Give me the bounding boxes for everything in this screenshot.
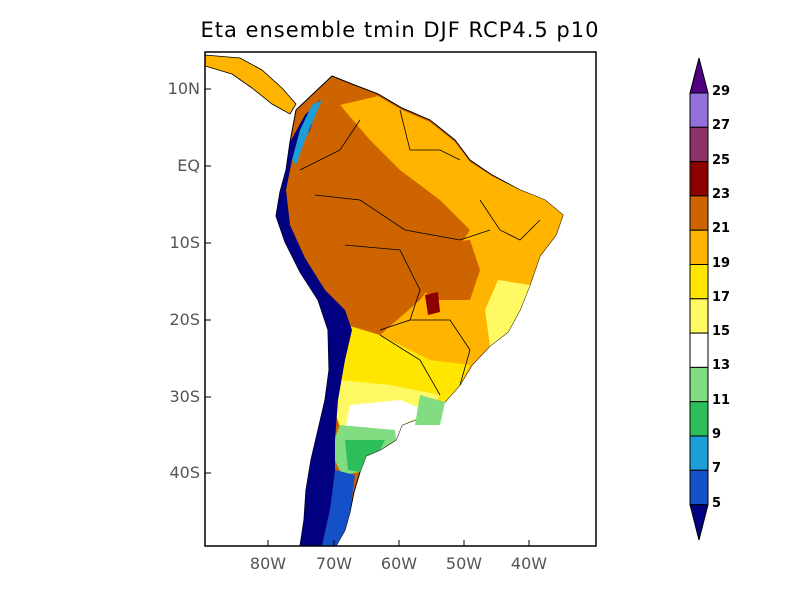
lon-label: 70W xyxy=(315,554,353,573)
lat-label: EQ xyxy=(177,156,200,175)
colorbar-label: 27 xyxy=(712,118,731,134)
colorbar-swatch xyxy=(689,264,709,300)
colorbar-under-triangle xyxy=(689,504,709,541)
colorbar-label: 13 xyxy=(712,358,731,374)
colorbar-label: 21 xyxy=(712,221,731,237)
colorbar-label: 15 xyxy=(712,324,731,340)
colorbar-swatch xyxy=(689,126,709,163)
colorbar-swatch xyxy=(689,469,709,506)
colorbar-label: 25 xyxy=(712,152,731,168)
lat-label: 20S xyxy=(169,310,200,329)
colorbar-label: 11 xyxy=(712,392,731,408)
lon-label: 50W xyxy=(445,554,483,573)
lon-label: 40W xyxy=(510,554,548,573)
lat-label: 30S xyxy=(169,387,200,406)
colorbar-label: 19 xyxy=(712,255,731,271)
colorbar-swatch xyxy=(689,92,709,128)
colorbar-swatch xyxy=(689,366,709,403)
colorbar-swatch xyxy=(689,401,709,437)
colorbar-label: 29 xyxy=(712,84,731,99)
colorbar-label: 5 xyxy=(712,495,722,511)
colorbar-label: 7 xyxy=(712,461,722,477)
lat-label: 40S xyxy=(169,463,200,482)
colorbar-label: 23 xyxy=(712,186,731,202)
map-title: Eta ensemble tmin DJF RCP4.5 p10 xyxy=(200,18,600,42)
lon-label: 60W xyxy=(380,554,418,573)
colorbar-swatch xyxy=(689,332,709,368)
lat-label: 10N xyxy=(167,79,200,98)
central-america xyxy=(205,54,297,115)
colorbar-swatch xyxy=(689,435,709,471)
map-frame xyxy=(204,51,597,547)
andes-cold-band xyxy=(276,100,352,546)
colorbar-swatch xyxy=(689,229,709,265)
colorbar-swatch xyxy=(689,161,709,197)
colorbar-over-triangle xyxy=(689,57,709,94)
lat-label: 10S xyxy=(169,233,200,252)
colorbar-label: 17 xyxy=(712,289,731,305)
colorbar-label: 9 xyxy=(712,427,722,442)
lon-label: 80W xyxy=(249,554,287,573)
colorbar-swatch xyxy=(689,298,709,334)
colorbar-swatch xyxy=(689,195,709,231)
